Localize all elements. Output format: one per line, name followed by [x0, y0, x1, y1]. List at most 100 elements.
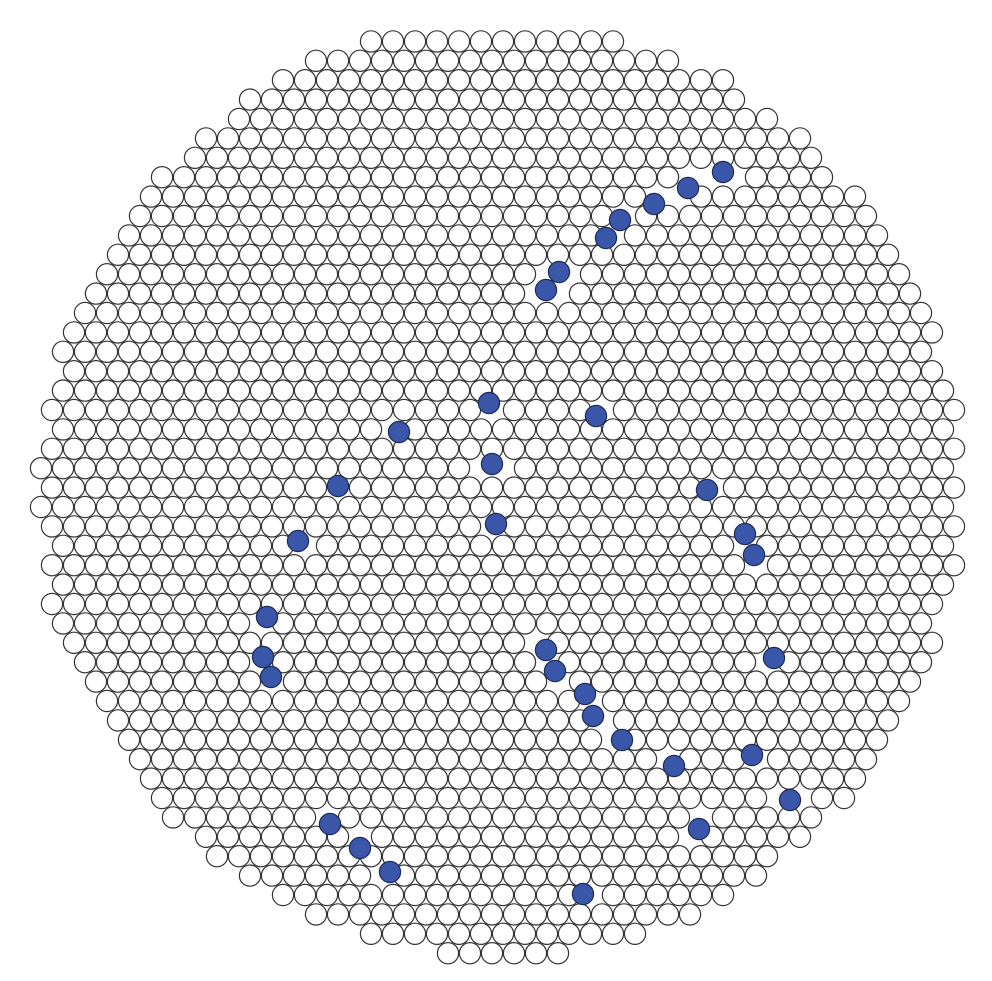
- circle: [568, 204, 592, 228]
- circle: [601, 495, 625, 519]
- circle: [821, 573, 845, 596]
- circle: [95, 612, 119, 635]
- circle: [689, 728, 713, 752]
- circle: [766, 670, 790, 693]
- circle: [678, 88, 702, 111]
- circle: [84, 515, 108, 538]
- circle: [557, 612, 581, 635]
- circle: [535, 457, 559, 480]
- circle: [700, 748, 724, 771]
- circle: [282, 864, 306, 887]
- circle: [744, 204, 768, 228]
- circle: [645, 301, 669, 325]
- circle: [414, 631, 438, 655]
- circle: [766, 127, 790, 150]
- circle: [128, 631, 152, 655]
- circle: [513, 379, 537, 402]
- circle: [436, 942, 460, 965]
- circle: [557, 68, 581, 92]
- circle: [150, 515, 174, 538]
- circle: [458, 476, 482, 499]
- circle: [425, 573, 449, 596]
- circle: [392, 592, 416, 616]
- circle: [238, 592, 262, 616]
- circle: [568, 88, 592, 111]
- circle: [612, 786, 636, 810]
- circle: [117, 379, 141, 402]
- circle: [843, 457, 867, 480]
- circle: [689, 263, 713, 286]
- circle: [733, 495, 757, 519]
- circle: [249, 418, 273, 441]
- circle: [403, 379, 427, 402]
- circle: [579, 340, 603, 363]
- circle: [293, 651, 317, 674]
- circle: [656, 554, 680, 577]
- circle: [425, 68, 449, 92]
- circle: [205, 301, 229, 325]
- circle: [700, 864, 724, 887]
- circle: [810, 437, 834, 460]
- circle: [260, 321, 284, 344]
- circle: [799, 534, 823, 558]
- circle: [326, 437, 350, 460]
- circle: [95, 418, 119, 441]
- circle: [139, 379, 163, 402]
- circle: [216, 398, 240, 422]
- circle: [755, 418, 779, 441]
- circle: [656, 786, 680, 810]
- circle: [469, 728, 493, 752]
- circle: [744, 825, 768, 849]
- circle: [216, 515, 240, 538]
- circle: [612, 903, 636, 926]
- circle: [524, 321, 548, 344]
- circle: [491, 767, 515, 790]
- circle: [227, 573, 251, 596]
- circle: [150, 670, 174, 693]
- highlighted-circle: [547, 260, 571, 284]
- circle: [370, 631, 394, 655]
- circle: [447, 612, 471, 635]
- circle: [832, 631, 856, 655]
- circle: [645, 612, 669, 635]
- circle: [260, 476, 284, 499]
- circle: [535, 495, 559, 519]
- circle: [590, 282, 614, 305]
- circle: [744, 437, 768, 460]
- circle: [667, 301, 691, 325]
- circle: [29, 495, 53, 519]
- circle: [183, 534, 207, 558]
- circle: [150, 476, 174, 499]
- circle: [777, 263, 801, 286]
- circle: [821, 418, 845, 441]
- circle: [205, 767, 229, 790]
- circle: [62, 476, 86, 499]
- circle: [128, 476, 152, 499]
- circle: [337, 728, 361, 752]
- circle: [458, 321, 482, 344]
- circle: [535, 728, 559, 752]
- circle: [634, 903, 658, 926]
- highlighted-circle: [594, 226, 618, 250]
- circle: [194, 165, 218, 189]
- circle: [535, 534, 559, 558]
- circle: [942, 515, 966, 538]
- circle: [326, 903, 350, 926]
- circle: [436, 360, 460, 383]
- circle: [381, 224, 405, 247]
- circle: [139, 418, 163, 441]
- circle: [425, 651, 449, 674]
- circle: [183, 728, 207, 752]
- circle: [73, 534, 97, 558]
- circle: [150, 282, 174, 305]
- circle: [777, 495, 801, 519]
- circle: [480, 825, 504, 849]
- circle: [227, 728, 251, 752]
- circle: [117, 224, 141, 247]
- circle: [381, 806, 405, 829]
- circle: [876, 437, 900, 460]
- circle: [238, 631, 262, 655]
- circle: [381, 107, 405, 131]
- circle: [535, 806, 559, 829]
- circle: [700, 321, 724, 344]
